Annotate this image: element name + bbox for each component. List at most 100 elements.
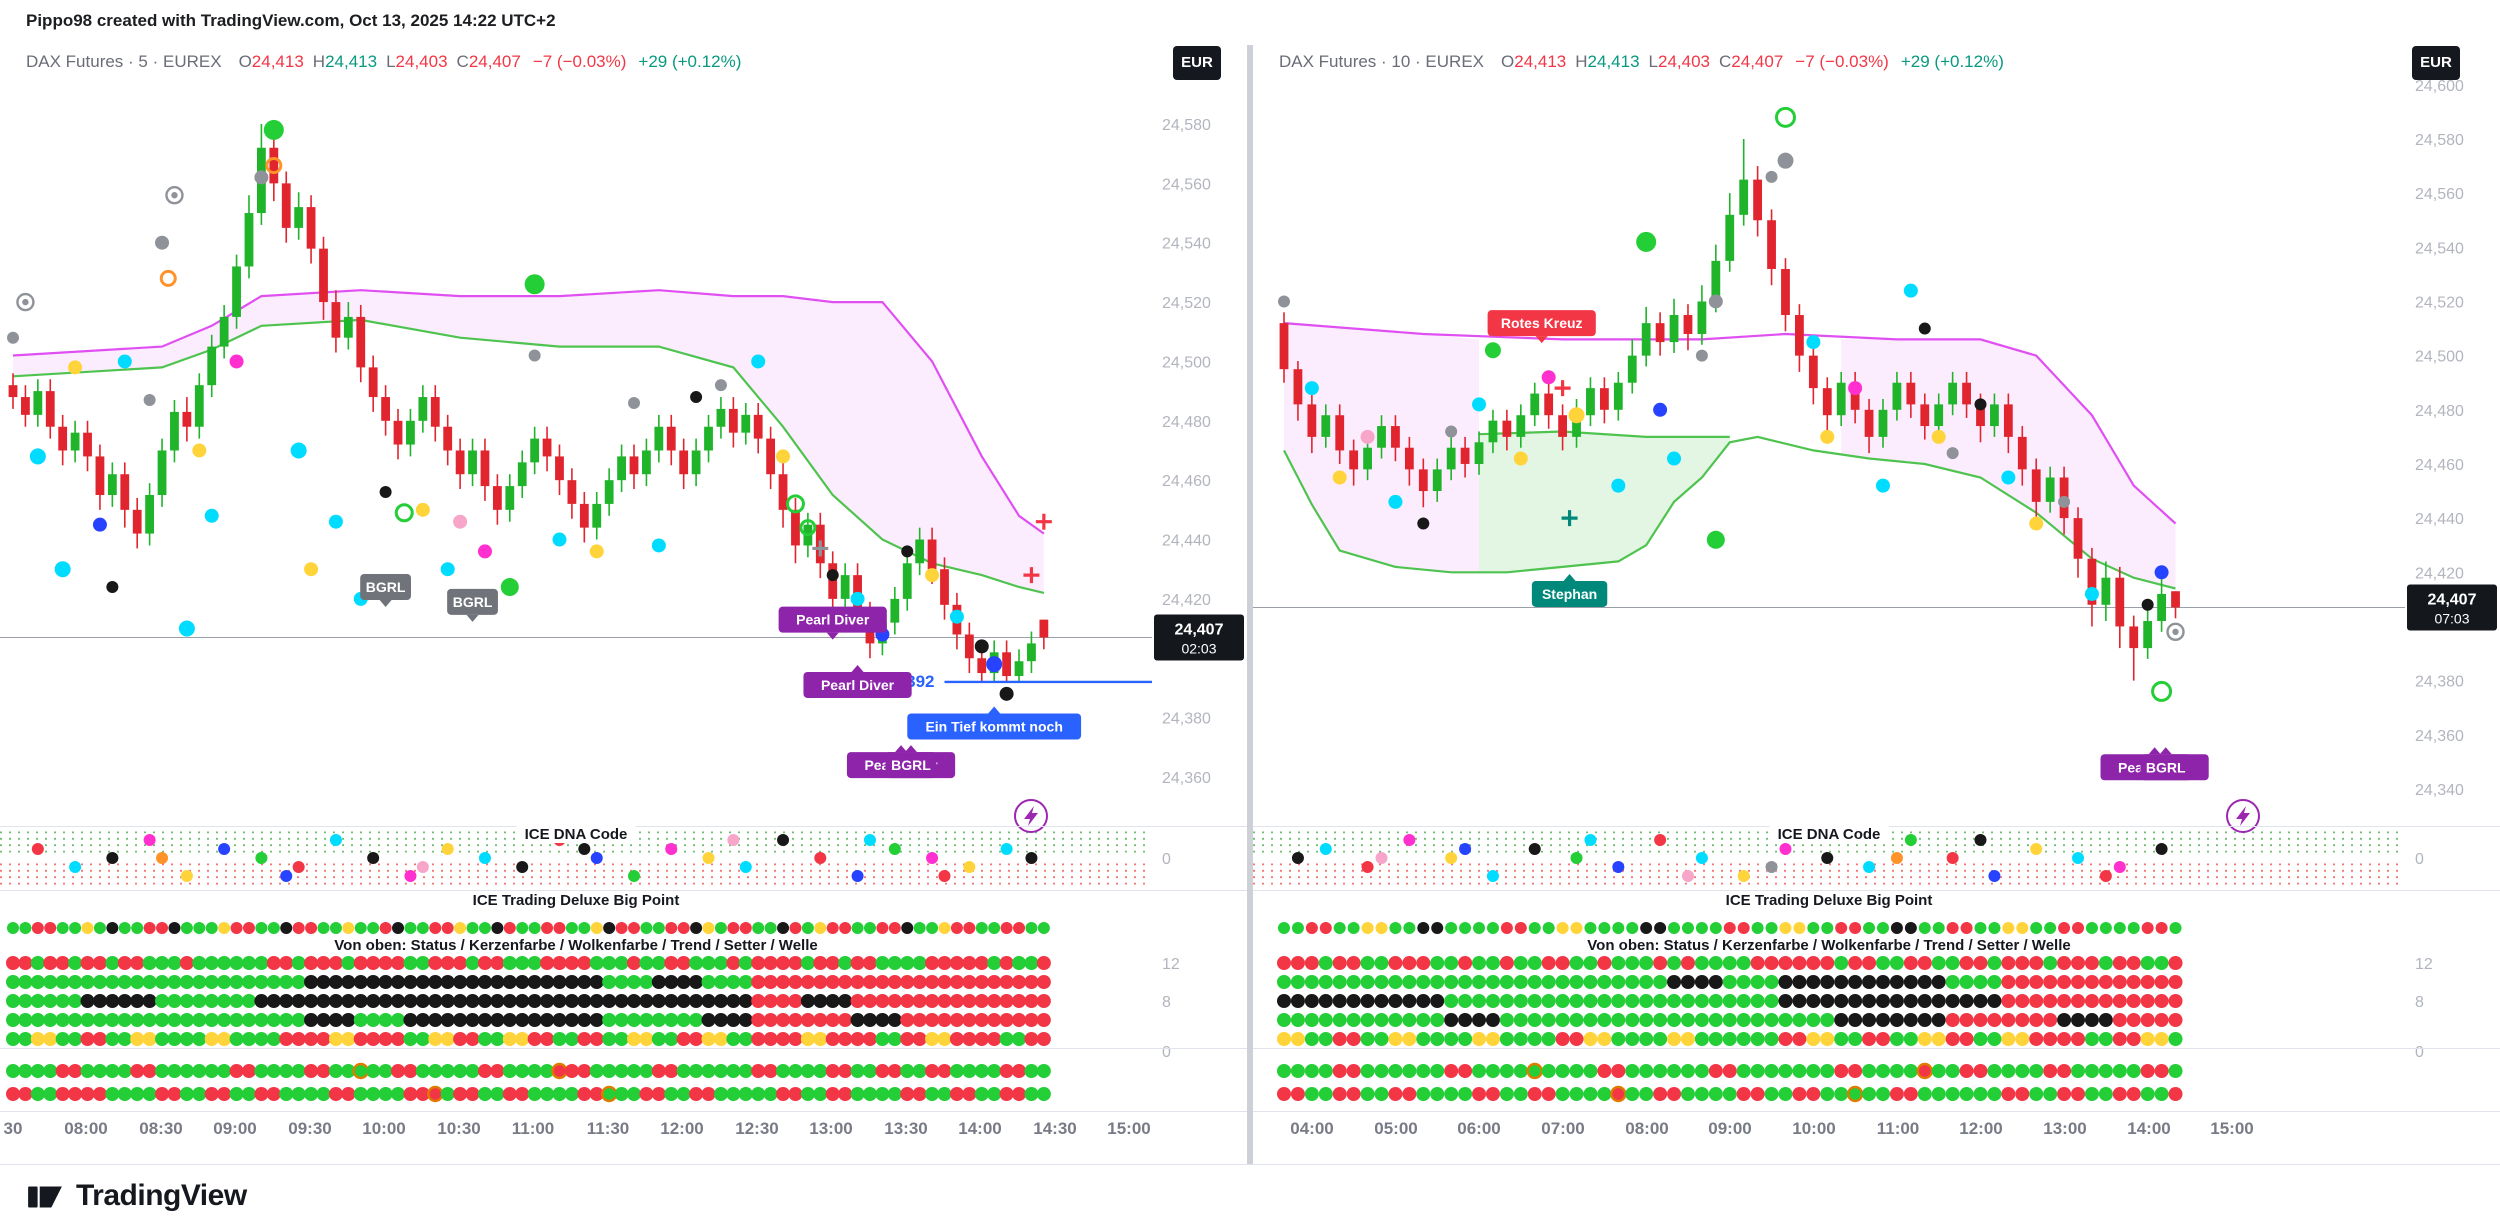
- svg-text:12: 12: [1162, 956, 1180, 973]
- svg-text:10:30: 10:30: [437, 1119, 480, 1138]
- signal-dots: [1278, 106, 2185, 702]
- svg-text:0: 0: [1162, 851, 1171, 868]
- chart-tag[interactable]: BGRL: [2140, 747, 2192, 781]
- svg-text:24,380: 24,380: [2415, 674, 2464, 691]
- chart-tag[interactable]: BGRL: [447, 588, 498, 622]
- svg-text:24,460: 24,460: [2415, 457, 2464, 474]
- svg-text:0: 0: [1162, 1044, 1171, 1061]
- time-axis[interactable]: 30 08:00 08:30 09:00 09:30 10:00 10:30 11:00 11:…: [4, 1119, 1151, 1138]
- svg-text:09:00: 09:00: [213, 1119, 256, 1138]
- signal-dots: [7, 119, 1052, 701]
- svg-text:12:00: 12:00: [660, 1119, 703, 1138]
- low-value: 24,403: [1658, 52, 1710, 71]
- svg-text:12:30: 12:30: [735, 1119, 778, 1138]
- chart-tag[interactable]: Ein Tief kommt noch: [907, 706, 1082, 740]
- footer-bar: TradingView: [0, 1164, 2500, 1228]
- svg-text:24,380: 24,380: [1162, 711, 1211, 728]
- open-label: O: [1501, 52, 1515, 71]
- chart-tag[interactable]: BGRL: [360, 574, 411, 608]
- svg-text:0: 0: [2415, 851, 2424, 868]
- price-axis[interactable]: 24,580 24,560 24,540 24,520 24,500 24,480 24,4…: [1162, 117, 1211, 787]
- svg-text:12:00: 12:00: [1959, 1119, 2002, 1138]
- svg-text:8: 8: [2415, 994, 2424, 1011]
- low-value: 24,403: [395, 52, 448, 71]
- svg-text:15:00: 15:00: [2210, 1119, 2253, 1138]
- cloud-fill: [1479, 431, 1730, 573]
- low-label: L: [386, 52, 396, 71]
- svg-text:14:00: 14:00: [958, 1119, 1001, 1138]
- change-value: −7 (−0.03%): [532, 52, 627, 71]
- tradingview-logo-icon[interactable]: [26, 1178, 64, 1216]
- svg-text:24,440: 24,440: [2415, 511, 2464, 528]
- cloud-fill: [13, 290, 1044, 593]
- svg-text:24,580: 24,580: [1162, 117, 1211, 134]
- chart-tag[interactable]: BGRL: [885, 745, 937, 779]
- attribution-text: Pippo98 created with TradingView.com, Oc…: [26, 11, 556, 30]
- last-price-badge: 24,407 02:03: [1154, 614, 1244, 661]
- svg-text:24,500: 24,500: [1162, 354, 1211, 371]
- svg-text:BGRL: BGRL: [366, 579, 406, 595]
- tradingview-wordmark[interactable]: TradingView: [76, 1179, 247, 1212]
- svg-text:24,460: 24,460: [1162, 473, 1211, 490]
- symbol-title: DAX Futures · 10 · EUREX: [1279, 52, 1485, 71]
- svg-text:13:00: 13:00: [809, 1119, 852, 1138]
- svg-text:04:00: 04:00: [1290, 1119, 1333, 1138]
- dna-panel-title-left: ICE DNA Code: [516, 826, 636, 843]
- high-value: 24,413: [1587, 52, 1640, 71]
- svg-text:Pearl Diver: Pearl Diver: [796, 612, 870, 628]
- low-label: L: [1648, 52, 1658, 71]
- open-value: 24,413: [251, 52, 304, 71]
- svg-text:07:00: 07:00: [1541, 1119, 1584, 1138]
- svg-text:24,480: 24,480: [1162, 414, 1211, 431]
- svg-text:BGRL: BGRL: [2146, 759, 2186, 775]
- cloud-fill: [1841, 339, 2176, 589]
- svg-text:Ein Tief kommt noch: Ein Tief kommt noch: [925, 719, 1062, 735]
- svg-text:24,407: 24,407: [1175, 621, 1224, 638]
- svg-text:11:30: 11:30: [587, 1119, 630, 1138]
- high-value: 24,413: [325, 52, 378, 71]
- lightning-icon[interactable]: [1014, 799, 1048, 833]
- currency-badge-right[interactable]: EUR: [2412, 46, 2460, 80]
- svg-text:24,340: 24,340: [2415, 782, 2464, 799]
- open-value: 24,413: [1514, 52, 1567, 71]
- svg-text:0: 0: [2415, 1044, 2424, 1061]
- svg-text:24,360: 24,360: [1162, 770, 1211, 787]
- chart-tag[interactable]: Stephan: [1531, 573, 1608, 607]
- svg-text:Pearl Diver: Pearl Diver: [821, 677, 895, 693]
- chart-tag[interactable]: Pearl Diver: [803, 664, 912, 698]
- svg-text:Rotes Kreuz: Rotes Kreuz: [1501, 315, 1583, 331]
- bigpoint-subtitle-right: Von oben: Status / Kerzenfarbe / Wolkenf…: [1587, 937, 2071, 954]
- panel-divider[interactable]: [1247, 45, 1253, 1164]
- symbol-legend-left[interactable]: DAX Futures · 5 · EUREX O24,413 H24,413 L24…: [26, 52, 741, 72]
- svg-text:24,420: 24,420: [2415, 565, 2464, 582]
- svg-text:BGRL: BGRL: [891, 757, 931, 773]
- chart-tag[interactable]: Pearl Diver: [778, 606, 887, 640]
- chart-tag[interactable]: Rotes Kreuz: [1487, 310, 1596, 344]
- high-label: H: [312, 52, 326, 71]
- change-value: −7 (−0.03%): [1795, 52, 1889, 71]
- symbol-legend-right[interactable]: DAX Futures · 10 · EUREX O24,413 H24,413 L2…: [1279, 52, 2004, 72]
- time-axis[interactable]: 04:00 05:00 06:00 07:00 08:00 09:00 10:00 11:00…: [1290, 1119, 2253, 1138]
- price-axis[interactable]: 24,600 24,580 24,560 24,540 24,520 24,500 24,4…: [2415, 78, 2464, 799]
- svg-text:24,560: 24,560: [1162, 176, 1211, 193]
- svg-text:24,540: 24,540: [1162, 236, 1211, 253]
- svg-text:24,480: 24,480: [2415, 403, 2464, 420]
- close-label: C: [1719, 52, 1732, 71]
- currency-badge-left[interactable]: EUR: [1173, 46, 1221, 80]
- bigpoint-title-right: ICE Trading Deluxe Big Point: [1717, 892, 1941, 909]
- cloud-line: [1283, 435, 2176, 590]
- svg-text:06:00: 06:00: [1457, 1119, 1500, 1138]
- lightning-icon[interactable]: [2226, 799, 2260, 833]
- svg-text:09:00: 09:00: [1708, 1119, 1751, 1138]
- svg-text:09:30: 09:30: [288, 1119, 331, 1138]
- svg-text:24,560: 24,560: [2415, 186, 2464, 203]
- svg-text:24,580: 24,580: [2415, 132, 2464, 149]
- svg-text:24,407: 24,407: [2428, 591, 2477, 608]
- change2-value: +29 (+0.12%): [1900, 52, 2004, 71]
- svg-text:14:30: 14:30: [1033, 1119, 1076, 1138]
- svg-text:24,360: 24,360: [2415, 728, 2464, 745]
- svg-text:11:00: 11:00: [1877, 1119, 1920, 1138]
- svg-text:24,600: 24,600: [2415, 78, 2464, 95]
